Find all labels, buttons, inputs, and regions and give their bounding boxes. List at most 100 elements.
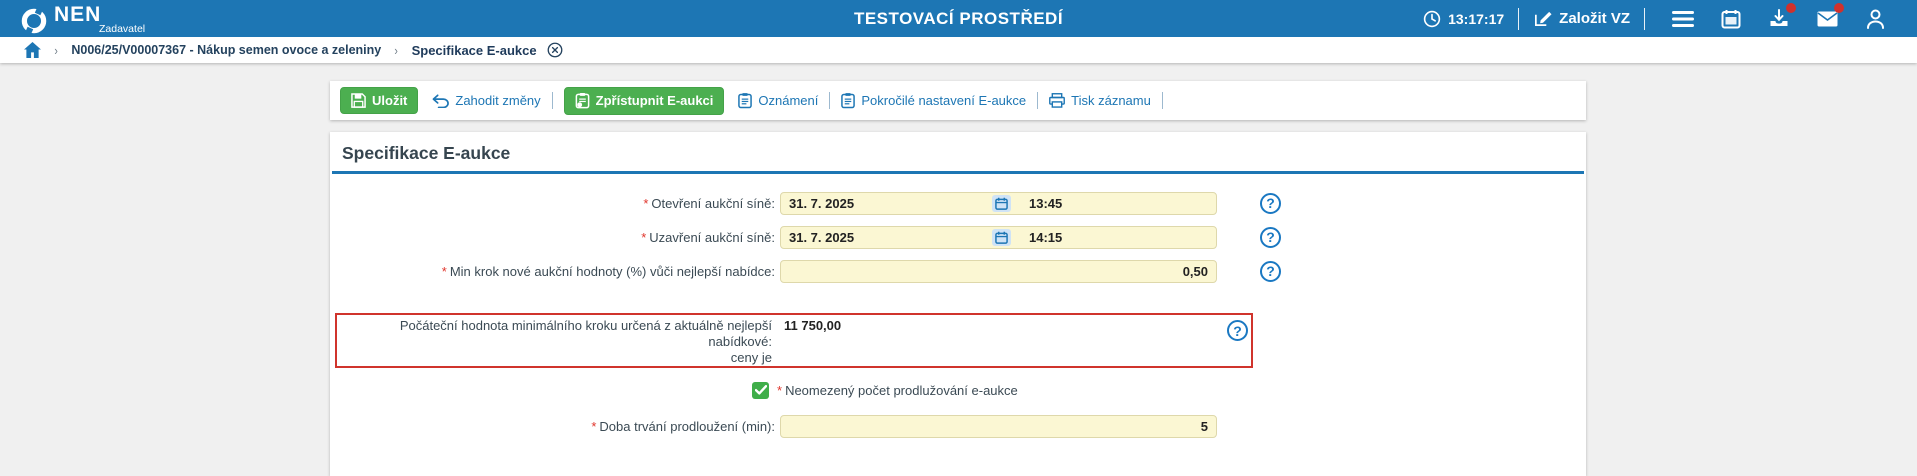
envelope-icon [1817, 11, 1837, 26]
calendar-small-icon [995, 197, 1008, 210]
printer-icon [1049, 93, 1066, 108]
brand-name: NEN [54, 2, 102, 26]
initial-step-label-line2: ceny je [730, 350, 772, 365]
notifications-button[interactable]: Oznámení [738, 92, 819, 109]
publish-eauction-button[interactable]: Zpřístupnit E-aukci [563, 86, 725, 115]
close-room-datepicker-button[interactable] [992, 228, 1011, 246]
person-icon [1866, 9, 1884, 29]
hamburger-icon [1672, 10, 1694, 27]
field-row-close-room: * Uzavření aukční síně: 31. 7. 2025 14:15… [330, 225, 1586, 249]
open-room-date-value: 31. 7. 2025 [789, 195, 855, 211]
close-circle-icon [547, 42, 563, 58]
download-tray-icon [1770, 8, 1788, 26]
required-marker: * [591, 418, 597, 434]
required-marker: * [441, 263, 447, 279]
close-tab-button[interactable] [547, 42, 563, 58]
user-profile-button[interactable] [1862, 6, 1888, 32]
field-row-extension-duration: * Doba trvání prodloužení (min): 5 [330, 414, 1586, 438]
messages-notification-badge [1834, 2, 1844, 13]
save-button-label: Uložit [372, 93, 408, 108]
extension-duration-label: Doba trvání prodloužení (min): [599, 418, 775, 434]
breadcrumb-separator: › [394, 42, 399, 58]
messages-button[interactable] [1814, 2, 1844, 32]
create-vz-button[interactable]: Založit VZ [1533, 9, 1630, 28]
open-room-help-button[interactable]: ? [1260, 192, 1281, 214]
calendar-small-icon [995, 231, 1008, 244]
title-underline [332, 171, 1584, 174]
home-icon [24, 42, 41, 58]
home-button[interactable] [24, 42, 41, 58]
initial-step-value: 11 750,00 [784, 318, 842, 333]
print-record-button[interactable]: Tisk záznamu [1049, 93, 1151, 108]
publish-eauction-label: Zpřístupnit E-aukci [595, 93, 714, 108]
advanced-settings-button[interactable]: Pokročilé nastavení E-aukce [841, 92, 1027, 109]
toolbar-divider [1161, 92, 1163, 109]
open-room-time-value: 13:45 [1029, 195, 1063, 211]
session-clock: 13:17:17 [1423, 10, 1504, 28]
close-room-datetime-input[interactable]: 31. 7. 2025 14:15 [780, 225, 1217, 249]
close-room-label: Uzavření aukční síně: [649, 229, 775, 245]
min-step-input[interactable]: 0,50 [780, 259, 1217, 283]
save-button[interactable]: Uložit [340, 87, 419, 114]
field-row-open-room: * Otevření aukční síně: 31. 7. 2025 13:45… [330, 191, 1586, 215]
extension-duration-value: 5 [1200, 418, 1208, 434]
inbox-downloads-button[interactable] [1766, 2, 1796, 32]
close-room-date-value: 31. 7. 2025 [789, 229, 855, 245]
top-bar: NEN Zadavatel TESTOVACÍ PROSTŘEDÍ 13:17:… [0, 0, 1917, 37]
unlimited-extensions-checkbox[interactable] [752, 381, 769, 399]
min-step-help-button[interactable]: ? [1260, 260, 1281, 282]
breadcrumb-item-procurement[interactable]: N006/25/V00007367 - Nákup semen ovoce a … [71, 43, 382, 57]
create-vz-label: Založit VZ [1559, 10, 1630, 27]
discard-changes-label: Zahodit změny [455, 93, 541, 108]
toolbar-divider [551, 92, 553, 109]
compose-icon [1535, 11, 1552, 27]
open-room-datepicker-button[interactable] [992, 194, 1011, 212]
clock-time: 13:17:17 [1448, 10, 1505, 27]
advanced-settings-label: Pokročilé nastavení E-aukce [861, 93, 1027, 108]
discard-changes-button[interactable]: Zahodit změny [432, 93, 541, 108]
toolbar-divider [829, 92, 831, 109]
header-divider [1644, 7, 1645, 30]
notifications-label: Oznámení [758, 93, 819, 108]
record-toolbar: Uložit Zahodit změny Zpřístupnit E-aukci… [330, 81, 1586, 120]
nen-logo-icon [21, 6, 47, 35]
menu-button[interactable] [1670, 6, 1696, 32]
unlimited-extensions-label: Neomezený počet prodlužování e-aukce [785, 382, 1018, 398]
close-room-time-value: 14:15 [1029, 229, 1063, 245]
min-step-value: 0,50 [1182, 263, 1208, 279]
download-notification-badge [1786, 2, 1796, 13]
print-record-label: Tisk záznamu [1071, 93, 1151, 108]
nen-logo[interactable]: NEN Zadavatel [20, 3, 145, 35]
document-plus-icon [575, 92, 590, 108]
min-step-label: Min krok nové aukční hodnoty (%) vůči ne… [449, 263, 775, 279]
document-icon [841, 92, 856, 108]
undo-icon [432, 93, 450, 108]
breadcrumb: › N006/25/V00007367 - Nákup semen ovoce … [0, 37, 1917, 63]
open-room-label: Otevření aukční síně: [651, 195, 775, 211]
save-icon [351, 93, 366, 108]
header-divider [1518, 7, 1520, 30]
field-row-min-step: * Min krok nové aukční hodnoty (%) vůči n… [330, 259, 1586, 283]
checkmark-icon [754, 385, 767, 395]
calendar-icon [1721, 9, 1741, 28]
brand-subtitle: Zadavatel [99, 22, 146, 35]
header-actions: 13:17:17 Založit VZ [1423, 2, 1899, 32]
initial-step-help-button[interactable]: ? [1227, 320, 1248, 341]
open-room-datetime-input[interactable]: 31. 7. 2025 13:45 [780, 191, 1217, 215]
breadcrumb-item-current[interactable]: Specifikace E-aukce [411, 42, 537, 58]
extension-duration-input[interactable]: 5 [780, 414, 1217, 438]
eauction-specification-panel: Specifikace E-aukce * Otevření aukční sín… [330, 132, 1586, 476]
close-room-help-button[interactable]: ? [1260, 226, 1281, 248]
calendar-button[interactable] [1718, 6, 1744, 32]
initial-step-alert-box: Počáteční hodnota minimálního kroku urče… [335, 313, 1253, 368]
required-marker: * [643, 195, 649, 211]
breadcrumb-separator: › [54, 42, 58, 58]
document-icon [738, 92, 753, 108]
required-marker: * [777, 382, 783, 398]
required-marker: * [641, 229, 647, 245]
clock-icon [1423, 10, 1441, 27]
initial-step-label-line1: Počáteční hodnota minimálního kroku urče… [399, 318, 772, 349]
field-row-unlimited-extensions: * Neomezený počet prodlužování e-aukce [752, 380, 1586, 400]
toolbar-divider [1037, 92, 1039, 109]
page-title: Specifikace E-aukce [342, 143, 511, 163]
